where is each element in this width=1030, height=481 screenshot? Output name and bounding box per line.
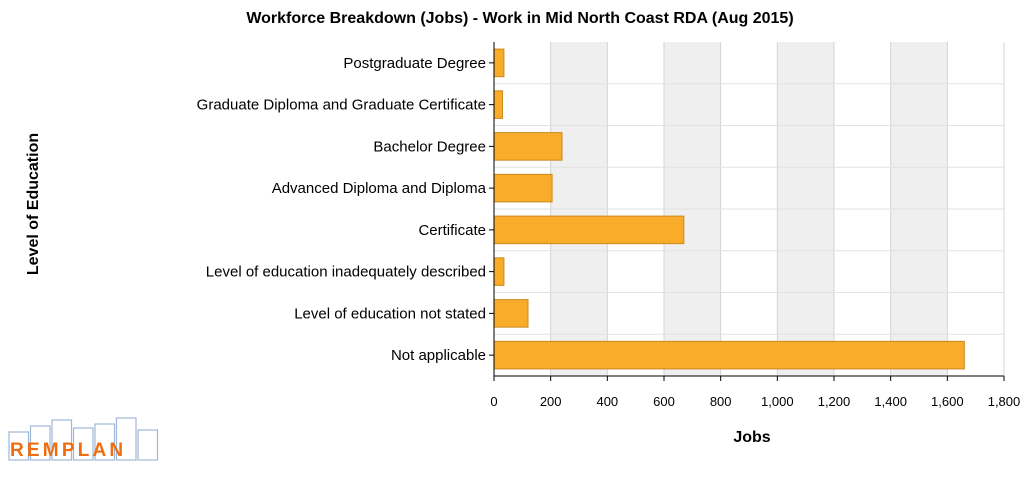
x-tick-label: 400 — [596, 394, 618, 409]
bar — [493, 48, 505, 78]
bar — [493, 173, 553, 203]
x-tick-label: 200 — [540, 394, 562, 409]
logo-box — [137, 429, 159, 461]
plot-area: Postgraduate Degree Graduate Diploma and … — [197, 42, 1021, 409]
category-label: Not applicable — [391, 347, 486, 364]
x-tick-label: 1,600 — [931, 394, 964, 409]
category-label: Certificate — [418, 222, 486, 239]
category-label: Bachelor Degree — [373, 138, 486, 155]
x-tick-label: 1,800 — [988, 394, 1021, 409]
chart-title: Workforce Breakdown (Jobs) - Work in Mid… — [246, 10, 793, 27]
logo-box — [51, 419, 73, 461]
x-tick-label: 800 — [710, 394, 732, 409]
x-tick-label: 0 — [490, 394, 497, 409]
logo-box — [72, 427, 94, 461]
x-axis-title: Jobs — [733, 429, 770, 446]
x-tick-label: 1,400 — [874, 394, 907, 409]
category-label: Level of education inadequately describe… — [206, 264, 486, 281]
bar — [493, 257, 505, 286]
category-label: Level of education not stated — [294, 305, 486, 322]
bar — [493, 299, 529, 328]
logo-box — [8, 431, 30, 461]
x-tick-label: 600 — [653, 394, 675, 409]
y-axis-title: Level of Education — [25, 133, 42, 275]
logo-text: REMPLAN — [10, 440, 126, 461]
x-tick-label: 1,000 — [761, 394, 794, 409]
logo-box — [115, 417, 137, 461]
category-label: Advanced Diploma and Diploma — [272, 180, 487, 197]
bar — [493, 215, 685, 245]
logo-box — [94, 423, 116, 461]
category-label: Postgraduate Degree — [343, 55, 486, 72]
category-label: Graduate Diploma and Graduate Certificat… — [197, 97, 486, 114]
bar — [493, 340, 965, 370]
bar — [493, 90, 503, 119]
bar — [493, 132, 563, 161]
logo-box — [29, 425, 51, 461]
remplan-logo: REMPLAN — [8, 417, 159, 461]
x-tick-label: 1,200 — [818, 394, 851, 409]
